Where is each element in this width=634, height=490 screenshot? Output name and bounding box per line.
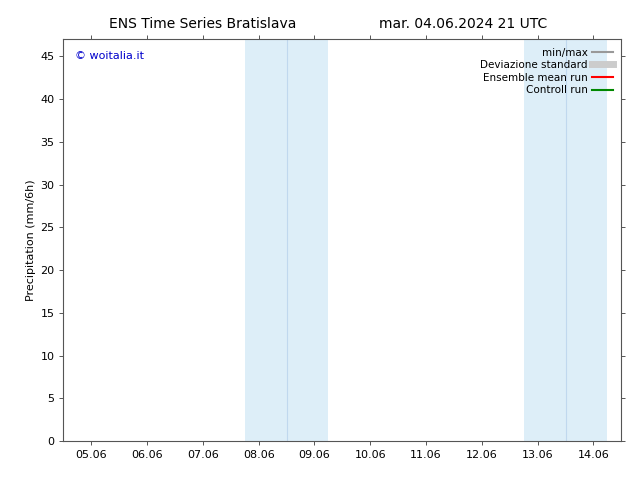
- Text: ENS Time Series Bratislava: ENS Time Series Bratislava: [109, 17, 297, 31]
- Text: mar. 04.06.2024 21 UTC: mar. 04.06.2024 21 UTC: [378, 17, 547, 31]
- Bar: [245, 39, 328, 441]
- Text: © woitalia.it: © woitalia.it: [75, 51, 143, 61]
- Legend: min/max, Deviazione standard, Ensemble mean run, Controll run: min/max, Deviazione standard, Ensemble m…: [477, 45, 616, 98]
- Y-axis label: Precipitation (mm/6h): Precipitation (mm/6h): [26, 179, 36, 301]
- Bar: [524, 39, 607, 441]
